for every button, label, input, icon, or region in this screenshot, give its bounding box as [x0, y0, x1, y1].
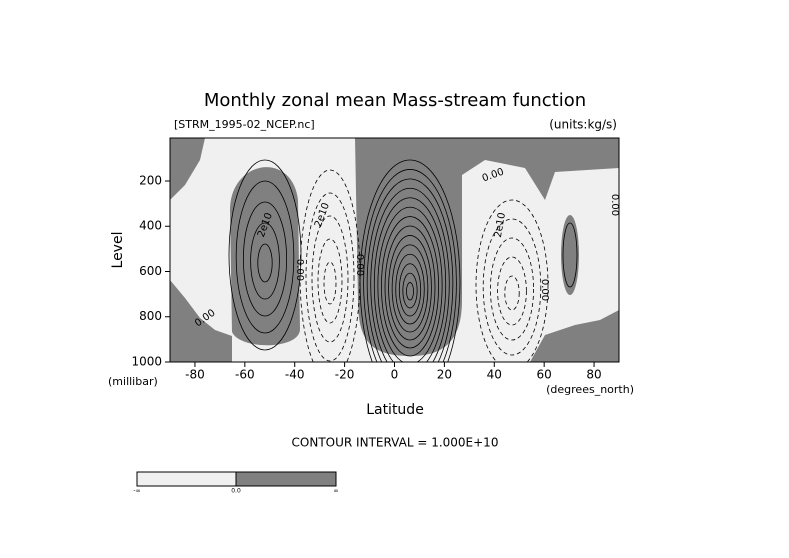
colorbar-label: 0.0	[231, 488, 241, 495]
contour-line	[489, 237, 534, 341]
contour-line	[370, 187, 450, 362]
colorbar-positive	[235, 471, 337, 487]
contour-label: 2e10	[493, 212, 508, 239]
positive-region	[230, 167, 300, 346]
contour-label: 0.00	[609, 194, 620, 216]
x-unit-label: (degrees_north)	[546, 383, 634, 396]
colorbar-label: -∞	[133, 488, 140, 495]
colorbar-negative	[136, 471, 237, 487]
contour-line	[228, 159, 302, 351]
contour-label: 0.00	[354, 254, 365, 276]
x-axis-label: Latitude	[366, 402, 424, 418]
colorbar-label: ∞	[334, 488, 339, 495]
contour-interval-note: CONTOUR INTERVAL = 1.000E+10	[292, 436, 499, 450]
contour-line	[363, 169, 457, 362]
y-unit-label: (millibar)	[108, 375, 158, 388]
contour-line	[323, 261, 337, 305]
contour-line	[381, 216, 439, 357]
positive-region	[561, 215, 579, 295]
contour-line	[406, 282, 414, 301]
contour-line	[311, 215, 349, 343]
contour-line	[475, 199, 549, 362]
x-tick-label: -80	[185, 368, 205, 382]
chart-subtitle: [STRM_1995-02_NCEP.nc]	[174, 118, 315, 131]
x-tick-label: -40	[285, 368, 305, 382]
contour-label: 0.00	[294, 259, 305, 281]
y-tick-label: 800	[139, 309, 162, 323]
x-tick-label: 0	[391, 368, 399, 382]
contour-line	[391, 244, 429, 333]
contour-line	[250, 222, 280, 300]
contour-line	[377, 206, 443, 362]
contour-line	[562, 222, 578, 288]
y-tick-label: 200	[139, 173, 162, 187]
x-tick-label: -20	[335, 368, 355, 382]
contour-line	[388, 235, 432, 341]
x-tick-label: 80	[586, 368, 601, 382]
contour-field	[170, 138, 619, 362]
x-tick-label: 40	[487, 368, 502, 382]
positive-region	[355, 138, 619, 356]
contour-line	[299, 169, 361, 362]
y-axis-label: Level	[110, 232, 126, 269]
positive-region	[170, 138, 205, 200]
contour-line	[497, 256, 527, 326]
contour-line	[242, 201, 287, 317]
chart-title: Monthly zonal mean Mass-stream function	[204, 90, 586, 111]
y-tick-label: 400	[139, 219, 162, 233]
positive-region	[170, 280, 232, 362]
contour-line	[398, 263, 422, 317]
contour-line	[257, 243, 273, 283]
contour-line	[504, 275, 520, 311]
contour-line	[305, 192, 355, 362]
contour-line	[317, 238, 343, 324]
contour-line	[384, 225, 436, 349]
contour-label: 0.00	[539, 279, 550, 301]
contour-line	[395, 253, 425, 325]
contour-line	[366, 178, 454, 362]
x-tick-label: 60	[537, 368, 552, 382]
contour-line	[402, 272, 418, 309]
y-tick-label: 1000	[131, 355, 162, 369]
y-tick-label: 600	[139, 264, 162, 278]
contour-line	[482, 218, 542, 356]
contour-line	[235, 180, 295, 334]
contour-line	[373, 197, 447, 362]
x-tick-label: -60	[235, 368, 255, 382]
x-tick-label: 20	[437, 368, 452, 382]
positive-region	[530, 310, 619, 362]
units-label: (units:kg/s)	[549, 118, 617, 132]
